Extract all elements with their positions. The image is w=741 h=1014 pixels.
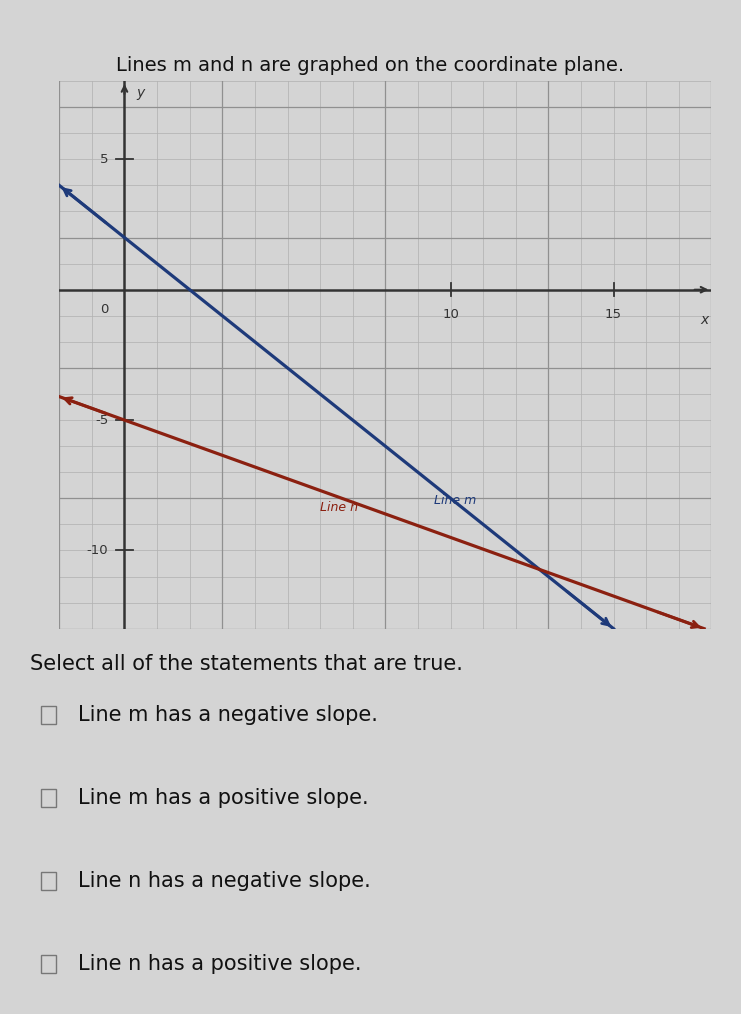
Text: Line n has a negative slope.: Line n has a negative slope. (78, 871, 370, 891)
Text: Line m: Line m (434, 494, 476, 507)
Text: 0: 0 (100, 303, 108, 315)
Text: y: y (136, 86, 144, 100)
Text: Lines m and n are graphed on the coordinate plane.: Lines m and n are graphed on the coordin… (116, 56, 625, 75)
Text: 10: 10 (442, 308, 459, 321)
Text: Line m has a negative slope.: Line m has a negative slope. (78, 705, 378, 725)
Text: -5: -5 (95, 414, 108, 427)
Text: Line m has a positive slope.: Line m has a positive slope. (78, 788, 368, 808)
Text: x: x (701, 313, 709, 328)
Text: 5: 5 (100, 153, 108, 166)
Text: Line n has a positive slope.: Line n has a positive slope. (78, 954, 362, 974)
Text: -10: -10 (87, 544, 108, 557)
Text: Line n: Line n (320, 501, 358, 514)
Text: Select all of the statements that are true.: Select all of the statements that are tr… (30, 654, 462, 674)
Text: 15: 15 (605, 308, 622, 321)
